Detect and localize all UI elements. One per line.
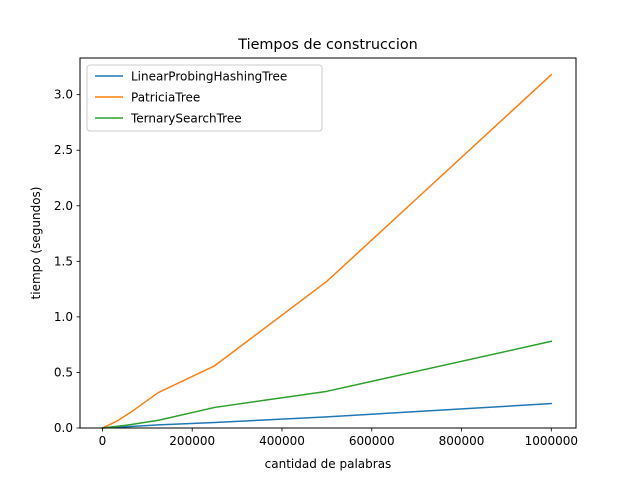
y-tick-label: 0.0 <box>54 421 73 435</box>
y-tick-label: 2.5 <box>54 143 73 157</box>
series-line-1 <box>101 73 553 429</box>
legend-box <box>86 64 323 132</box>
x-tick-label: 400000 <box>259 434 305 448</box>
y-tick-label: 1.5 <box>54 254 73 268</box>
x-tick-label: 800000 <box>439 434 485 448</box>
chart-title: Tiempos de construccion <box>237 37 418 53</box>
x-axis-label: cantidad de palabras <box>265 457 392 471</box>
y-tick-label: 3.0 <box>54 88 73 102</box>
legend-label-1: PatriciaTree <box>131 91 200 105</box>
legend-label-0: LinearProbingHashingTree <box>131 70 287 84</box>
y-tick-label: 2.0 <box>54 199 73 213</box>
legend-label-2: TernarySearchTree <box>130 112 242 126</box>
series-line-0 <box>101 402 553 429</box>
y-tick-label: 1.0 <box>54 310 73 324</box>
x-tick-label: 1000000 <box>525 434 578 448</box>
series-line-2 <box>101 340 553 429</box>
y-axis-label: tiempo (segundos) <box>29 187 43 300</box>
x-tick-label: 0 <box>99 434 107 448</box>
y-tick-label: 0.5 <box>54 365 73 379</box>
x-tick-label: 200000 <box>169 434 215 448</box>
x-tick-label: 600000 <box>349 434 395 448</box>
legend: LinearProbingHashingTree PatriciaTree Tern… <box>86 64 323 132</box>
plot-frame <box>79 57 577 429</box>
